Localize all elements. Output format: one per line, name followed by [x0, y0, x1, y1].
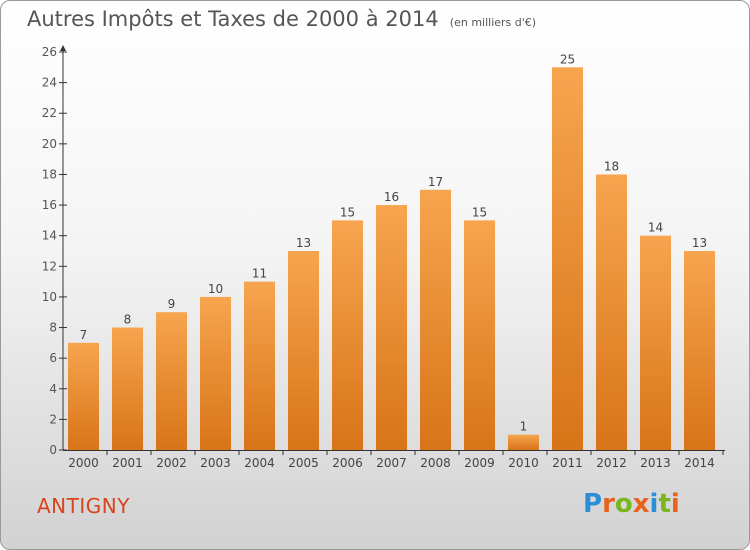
data-label: 16 [384, 190, 399, 204]
data-label: 14 [648, 221, 663, 235]
x-tick-label: 2014 [684, 456, 715, 470]
bar [376, 205, 407, 450]
x-tick-label: 2003 [200, 456, 231, 470]
data-label: 7 [80, 328, 88, 342]
brand-letter: i [649, 489, 659, 519]
x-tick-label: 2000 [68, 456, 99, 470]
chart-title: Autres Impôts et Taxes de 2000 à 2014 [27, 7, 439, 31]
brand-letter: P [583, 489, 603, 519]
title-row: Autres Impôts et Taxes de 2000 à 2014 (e… [27, 7, 536, 31]
brand-letter: o [614, 489, 633, 519]
data-label: 13 [296, 236, 311, 250]
bar [508, 434, 539, 450]
y-tick-label: 4 [49, 382, 57, 396]
brand-letter: t [658, 489, 671, 519]
bar [68, 342, 99, 450]
x-tick-label: 2002 [156, 456, 187, 470]
x-tick-label: 2011 [552, 456, 583, 470]
data-label: 10 [208, 282, 223, 296]
data-label: 1 [520, 420, 528, 434]
bars [68, 67, 715, 451]
data-label: 8 [124, 313, 132, 327]
data-label: 11 [252, 267, 267, 281]
x-tick-label: 2004 [244, 456, 275, 470]
y-tick-label: 16 [42, 198, 57, 212]
y-tick-label: 18 [42, 167, 57, 181]
y-tick-label: 10 [42, 290, 57, 304]
data-label: 17 [428, 175, 443, 189]
brand-letter: i [670, 489, 680, 519]
brand-letter: x [632, 489, 650, 519]
x-tick-label: 2009 [464, 456, 495, 470]
bar [332, 220, 363, 450]
bar [156, 312, 187, 450]
data-label: 15 [472, 205, 487, 219]
x-tick-label: 2006 [332, 456, 363, 470]
bar [200, 296, 231, 450]
brand-letter: r [602, 489, 615, 519]
y-tick-label: 26 [42, 45, 57, 59]
x-tick-label: 2005 [288, 456, 319, 470]
x-tick-label: 2007 [376, 456, 407, 470]
y-tick-label: 22 [42, 106, 57, 120]
data-labels: 7 8 9 10 11 13 15 16 17 15 1 25 18 14 13 [80, 52, 707, 433]
x-tick-label: 2012 [596, 456, 627, 470]
data-label: 25 [560, 52, 575, 66]
chart-unit: (en milliers d'€) [449, 16, 537, 29]
x-tick-label: 2013 [640, 456, 671, 470]
data-label: 13 [692, 236, 707, 250]
data-label: 9 [168, 297, 176, 311]
bar [244, 281, 275, 450]
y-axis-arrow [60, 45, 66, 51]
data-label: 18 [604, 159, 619, 173]
bar [596, 174, 627, 450]
y-tick-label: 0 [49, 443, 57, 457]
x-axis: 2000 2001 2002 2003 2004 2005 2006 2007 2008 2009… [63, 450, 725, 470]
y-tick-label: 8 [49, 321, 57, 335]
bar [112, 327, 143, 450]
y-tick-label: 2 [49, 412, 57, 426]
y-tick-label: 24 [42, 76, 57, 90]
brand-logo[interactable]: Proxiti [583, 489, 680, 519]
y-tick-label: 14 [42, 229, 57, 243]
data-label: 15 [340, 205, 355, 219]
x-tick-label: 2008 [420, 456, 451, 470]
bar [640, 235, 671, 450]
y-tick-label: 6 [49, 351, 57, 365]
y-tick-label: 12 [42, 259, 57, 273]
bar [420, 189, 451, 450]
commune-name: ANTIGNY [37, 494, 130, 518]
y-tick-label: 20 [42, 137, 57, 151]
bar [684, 251, 715, 450]
bar [552, 67, 583, 451]
x-tick-label: 2001 [112, 456, 143, 470]
bar [288, 251, 319, 450]
bar [464, 220, 495, 450]
x-tick-label: 2010 [508, 456, 539, 470]
